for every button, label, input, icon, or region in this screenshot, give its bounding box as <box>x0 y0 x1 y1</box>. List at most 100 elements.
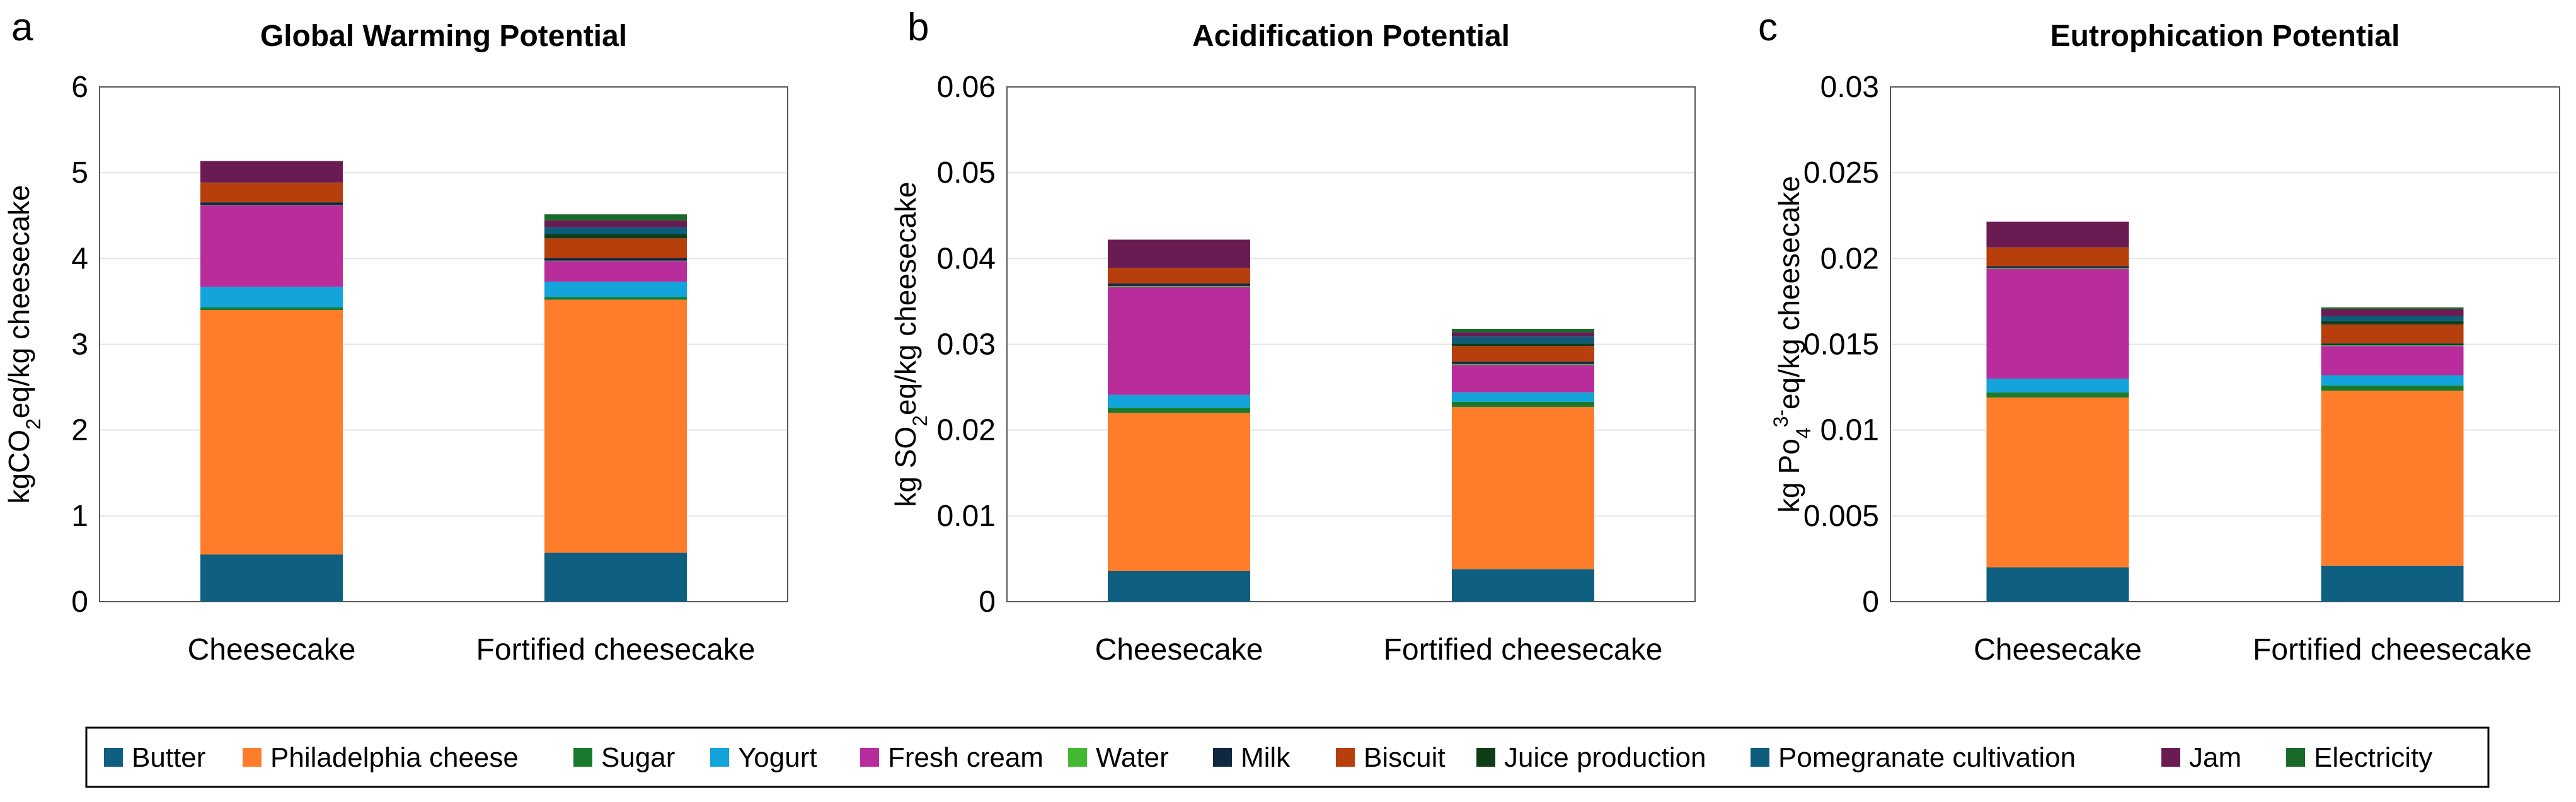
legend-swatch <box>104 748 123 767</box>
bar-segment <box>1986 392 2129 398</box>
bar-segment <box>1452 328 1594 333</box>
bar-segment <box>544 261 687 282</box>
plot-area <box>1890 86 2560 602</box>
y-tick-label: 2 <box>71 414 88 447</box>
legend-label: Milk <box>1241 742 1291 773</box>
plot-area <box>99 86 788 602</box>
y-tick-label: 0.02 <box>937 414 996 447</box>
y-tick-label: 6 <box>71 71 88 104</box>
y-tick-label: 0.01 <box>1820 414 1879 447</box>
bar-segment <box>544 299 687 553</box>
legend-swatch <box>860 748 879 767</box>
bar-segment <box>2321 375 2464 386</box>
legend-swatch <box>1213 748 1232 767</box>
bar-segment <box>1452 332 1594 337</box>
y-tick-label: 0.04 <box>937 242 996 275</box>
legend: Butter Philadelphia cheese Sugar Yogurt Fres… <box>85 726 2490 788</box>
bar-segment <box>200 202 343 205</box>
bar-segment <box>2321 324 2464 344</box>
bar-stack-0 <box>200 161 343 602</box>
legend-label: Biscuit <box>1364 742 1446 773</box>
legend-swatch <box>243 748 262 767</box>
bar-segment <box>1986 247 2129 266</box>
legend-label: Philadelphia cheese <box>270 742 519 773</box>
chart-panels: 0 1 2 3 4 5 6 Cheesecake Fortified cheesecake Glo… <box>3 6 2560 667</box>
bar-segment <box>1108 283 1250 286</box>
bar-segment <box>1986 397 2129 568</box>
legend-swatch <box>710 748 729 767</box>
bar-stack-1 <box>2321 307 2464 602</box>
bar-segment <box>544 227 687 234</box>
bar-segment <box>1986 221 2129 248</box>
bar-segment <box>200 554 343 602</box>
bar-segment <box>1108 239 1250 268</box>
bar-segment <box>1452 406 1594 570</box>
bar-segment <box>2321 316 2464 321</box>
bar-segment <box>1452 401 1594 407</box>
bar-segment <box>200 161 343 183</box>
y-tick-label: 0.03 <box>1820 71 1879 104</box>
panel-a: 0 1 2 3 4 5 6 Cheesecake Fortified cheesecake Glo… <box>3 6 788 667</box>
legend-item: Jam <box>2161 742 2241 773</box>
bar-segment <box>1452 392 1594 402</box>
panel-letter: a <box>11 6 33 49</box>
bar-segment <box>2321 346 2464 375</box>
bar-segment <box>1986 567 2129 602</box>
bar-segment <box>544 238 687 258</box>
bar-segment <box>544 258 687 261</box>
bar-segment <box>2321 565 2464 602</box>
bar-segment <box>1452 364 1594 365</box>
legend-swatch <box>2286 748 2305 767</box>
bar-segment <box>1452 569 1594 602</box>
legend-item: Pomegranate cultivation <box>1751 742 2076 773</box>
bar-segment <box>2321 307 2464 309</box>
legend-swatch <box>2161 748 2180 767</box>
y-tick-label: 0.03 <box>937 328 996 362</box>
y-tick-label: 3 <box>71 328 88 362</box>
legend-label: Butter <box>132 742 205 773</box>
legend-item: Philadelphia cheese <box>243 742 519 773</box>
bar-segment <box>544 220 687 227</box>
bar-segment <box>2321 343 2464 345</box>
bar-segment <box>1108 408 1250 413</box>
x-tick-label: Fortified cheesecake <box>2253 633 2532 667</box>
legend-item: Milk <box>1213 742 1291 773</box>
bar-stack-1 <box>544 214 687 602</box>
bar-segment <box>200 205 343 287</box>
legend-label: Yogurt <box>738 742 817 773</box>
bar-segment <box>544 282 687 297</box>
bar-segment <box>1452 346 1594 362</box>
y-tick-label: 5 <box>71 156 88 190</box>
legend-swatch <box>1476 748 1495 767</box>
y-axis-label: kgCO2eq/kg cheesecake <box>3 185 45 503</box>
chart-title: Eutrophication Potential <box>2050 20 2400 53</box>
bar-stack-1 <box>1452 328 1594 602</box>
y-tick-label: 0 <box>1862 585 1879 619</box>
legend-item: Water <box>1068 742 1169 773</box>
legend-item: Butter <box>104 742 205 773</box>
legend-border <box>85 726 2490 788</box>
bar-segment <box>1108 268 1250 284</box>
bar-segment <box>1108 287 1250 395</box>
x-tick-label: Fortified cheesecake <box>1384 633 1663 667</box>
bar-segment <box>2321 321 2464 325</box>
legend-item: Juice production <box>1476 742 1706 773</box>
y-tick-label: 0.02 <box>1820 242 1879 275</box>
legend-label: Fresh cream <box>888 742 1044 773</box>
bar-segment <box>2321 391 2464 566</box>
bar-segment <box>200 310 343 555</box>
y-tick-label: 0.05 <box>937 156 996 190</box>
legend-swatch <box>573 748 592 767</box>
bar-stack-0 <box>1108 239 1250 602</box>
bar-segment <box>1452 336 1594 344</box>
bar-segment <box>200 182 343 203</box>
bar-segment <box>1108 570 1250 602</box>
y-axis-label: kg SO2eq/kg cheesecake <box>889 181 931 507</box>
legend-label: Jam <box>2189 742 2241 773</box>
y-axis-label: kg Po43-eq/kg cheesecake <box>1769 176 1815 513</box>
x-tick-label: Cheesecake <box>1974 633 2142 667</box>
x-tick-label: Fortified cheesecake <box>476 633 756 667</box>
bar-segment <box>544 214 687 221</box>
bar-segment <box>1986 268 2129 379</box>
